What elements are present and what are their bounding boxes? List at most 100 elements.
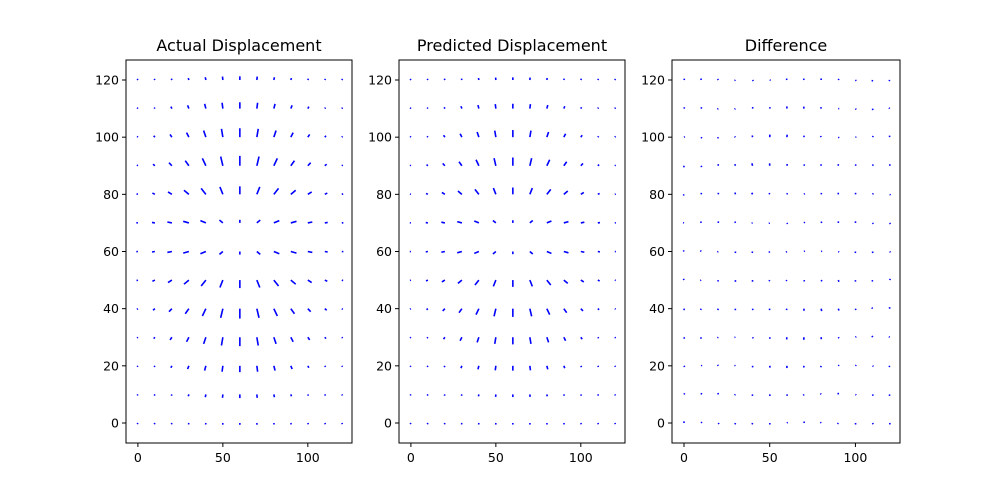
quiver-arrows (409, 77, 617, 425)
quiver-arrow (546, 336, 550, 343)
quiver-arrow (324, 192, 328, 196)
quiver-arrow (409, 164, 412, 167)
quiver-arrow (341, 279, 344, 282)
quiver-arrow (597, 308, 600, 311)
quiver-arrow (425, 192, 429, 196)
quiver-arrow (458, 161, 463, 167)
quiver-arrow (457, 190, 463, 195)
x-tick-label: 100 (569, 450, 593, 465)
quiver-arrow (341, 193, 344, 196)
quiver-arrow (580, 162, 584, 167)
x-tick-label: 50 (762, 450, 778, 465)
quiver-arrow (888, 278, 892, 281)
quiver-arrow (273, 187, 280, 195)
quiver-arrow (290, 394, 293, 397)
quiver-arrow (563, 365, 566, 369)
quiver-arrow (700, 364, 703, 367)
quiver-arrow (597, 279, 600, 282)
quiver-arrow (803, 192, 806, 195)
quiver-arrow (492, 250, 497, 255)
quiver-arrow (273, 77, 276, 81)
quiver-arrow (256, 186, 261, 195)
quiver-arrow (204, 77, 207, 81)
quiver-arrow (170, 106, 173, 109)
quiver-arrow (200, 219, 207, 224)
y-tick-label: 20 (649, 358, 665, 373)
quiver-arrow (476, 131, 480, 138)
quiver-arrow (136, 422, 139, 425)
quiver-arrow (442, 336, 446, 340)
quiver-arrow (307, 78, 310, 81)
y-tick-label: 0 (657, 415, 665, 430)
quiver-arrows (682, 78, 892, 425)
quiver-arrow (324, 422, 327, 425)
quiver-arrow (460, 365, 463, 369)
quiver-arrow (218, 219, 224, 224)
y-tick-label: 100 (641, 130, 665, 145)
quiver-arrow (563, 336, 567, 342)
quiver-arrow (820, 308, 823, 312)
quiver-arrow (819, 392, 822, 395)
quiver-arrow (136, 193, 139, 196)
quiver-arrow (734, 393, 736, 396)
quiver-arrow (683, 392, 686, 395)
quiver-arrow (425, 279, 429, 282)
quiver-arrow (290, 220, 297, 224)
quiver-arrow (153, 107, 156, 110)
quiver-arrow (683, 78, 686, 81)
y-tick-label: 20 (103, 358, 119, 373)
quiver-arrow (888, 365, 891, 368)
quiver-arrow (426, 336, 429, 339)
quiver-arrow (614, 365, 617, 368)
quiver-arrow (153, 78, 156, 81)
y-tick-label: 0 (384, 415, 392, 430)
quiver-arrow (273, 336, 277, 345)
quiver-arrow (768, 222, 771, 225)
quiver-arrow (273, 130, 277, 138)
quiver-arrow (546, 250, 552, 255)
quiver-arrow (170, 78, 173, 81)
panel-title: Actual Displacement (156, 36, 321, 55)
quiver-arrow (307, 133, 311, 138)
quiver-arrow (307, 279, 313, 284)
quiver-arrow (837, 336, 840, 339)
quiver-arrow (136, 279, 139, 282)
quiver-arrow (290, 105, 293, 109)
quiver-arrow (324, 394, 327, 396)
quiver-arrow (457, 279, 463, 285)
quiver-arrow (443, 394, 446, 396)
quiver-arrow (256, 308, 260, 319)
quiver-arrow (785, 279, 788, 282)
quiver-arrow (201, 308, 207, 317)
quiver-arrow (443, 78, 446, 81)
quiver-arrow (734, 79, 736, 82)
quiver-arrow (597, 164, 600, 167)
quiver-arrow (820, 221, 823, 224)
quiver-arrow (597, 394, 600, 396)
quiver-arrow (341, 78, 344, 81)
quiver-arrow (699, 250, 702, 252)
quiver-arrow (167, 221, 173, 224)
quiver-arrow (580, 134, 583, 138)
quiver-arrow (837, 250, 840, 253)
quiver-arrow (170, 365, 173, 369)
chart-panel-1: Actual Displacement 0 50 100 0 20 40 60 80 100 120 (95, 36, 353, 465)
quiver-arrow (183, 189, 190, 195)
quiver-arrow (324, 308, 328, 311)
quiver-arrow (204, 394, 207, 398)
quiver-arrow (546, 159, 551, 167)
quiver-arrow (442, 162, 446, 167)
quiver-arrow (220, 337, 224, 346)
quiver-arrow (290, 250, 297, 254)
quiver-arrow (341, 135, 344, 138)
quiver-arrow (409, 422, 412, 425)
x-tick-label: 50 (215, 450, 231, 465)
quiver-arrow (888, 79, 891, 82)
quiver-arrow (836, 422, 839, 425)
quiver-arrow (563, 250, 569, 254)
quiver-arrow (614, 135, 617, 138)
quiver-arrow (614, 78, 617, 81)
quiver-arrow (324, 107, 327, 110)
quiver-arrow (529, 187, 534, 195)
